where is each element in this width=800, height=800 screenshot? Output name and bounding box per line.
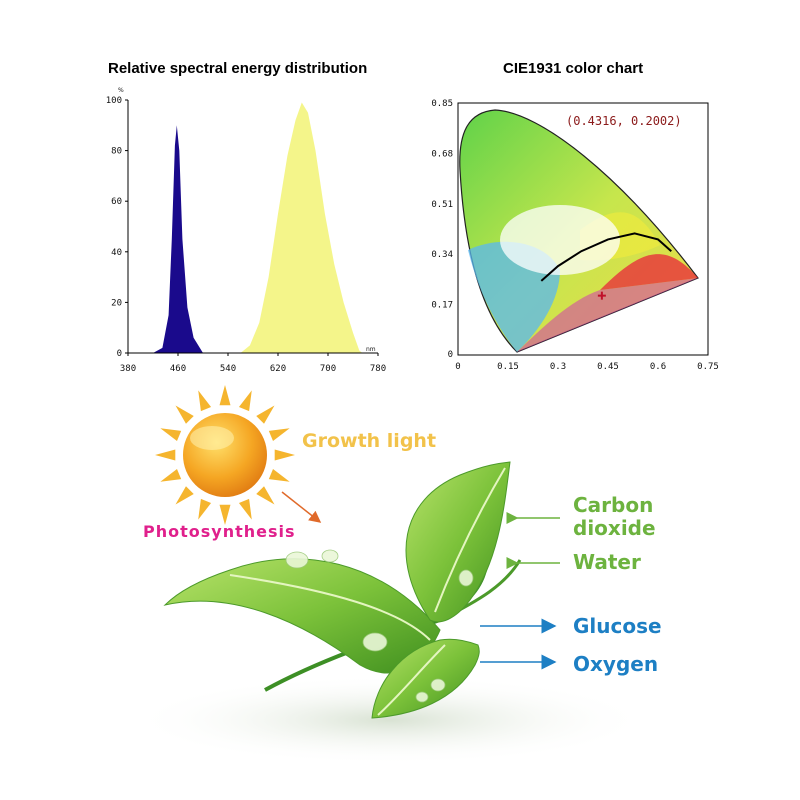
y-tick-label: 40 bbox=[111, 248, 122, 258]
cie-red-region bbox=[600, 254, 698, 290]
cie-point-label: (0.4316, 0.2002) bbox=[566, 114, 682, 128]
y-tick-label: 100 bbox=[106, 96, 122, 106]
x-tick-label: 700 bbox=[320, 364, 336, 374]
spectral-chart-title: Relative spectral energy distribution bbox=[108, 60, 368, 77]
y-unit-label: % bbox=[118, 87, 124, 94]
x-tick-label: 540 bbox=[220, 364, 236, 374]
sun-ray bbox=[219, 385, 231, 406]
sun-ray bbox=[160, 428, 182, 442]
glucose-label: Glucose bbox=[573, 614, 662, 638]
light-arrow bbox=[281, 491, 322, 523]
sun-ray bbox=[198, 390, 212, 412]
sun-ray bbox=[219, 504, 231, 525]
cie-color-point bbox=[597, 291, 606, 300]
y-tick-label: 80 bbox=[111, 147, 122, 157]
cie-x-tick-label: 0.3 bbox=[550, 362, 566, 372]
y-tick-label: 0 bbox=[117, 349, 122, 359]
sun-ray bbox=[268, 468, 290, 482]
spectral-chart: 380 460 540 620 700 780 0 20 40 60 80 100% nm bbox=[106, 87, 386, 374]
cie-y-tick-label: 0.85 bbox=[431, 99, 453, 109]
sun-ray bbox=[175, 405, 194, 424]
x-tick-label: 780 bbox=[370, 364, 386, 374]
photosynthesis-diagram: Growth light Photosynthesis Carbon dioxi… bbox=[130, 385, 662, 765]
cie-x-tick-label: 0.15 bbox=[497, 362, 519, 372]
sun-ray bbox=[238, 390, 252, 412]
lower-leaf bbox=[371, 638, 480, 719]
x-tick-label: 460 bbox=[170, 364, 186, 374]
sun-ray bbox=[155, 449, 176, 461]
cie-x-tick-label: 0 bbox=[455, 362, 460, 372]
large-leaf bbox=[163, 558, 441, 674]
upper-leaf bbox=[405, 461, 511, 623]
carbon-label: Carbon bbox=[573, 493, 653, 517]
cie-y-tick-label: 0 bbox=[448, 350, 453, 360]
photosynthesis-label: Photosynthesis bbox=[143, 522, 296, 541]
cie-x-tick-label: 0.75 bbox=[697, 362, 719, 372]
water-label: Water bbox=[573, 550, 641, 574]
sun-ray bbox=[238, 498, 252, 520]
cie-white-region bbox=[500, 205, 620, 275]
cie-x-tick-label: 0.6 bbox=[650, 362, 666, 372]
blue-peak-area bbox=[153, 125, 203, 353]
sun-ray bbox=[160, 468, 182, 482]
sun-icon bbox=[155, 385, 295, 525]
leaf-vein bbox=[229, 574, 431, 641]
cie-purple-region bbox=[517, 278, 698, 352]
sun-ray bbox=[256, 486, 275, 505]
cie-y-tick-label: 0.51 bbox=[431, 200, 453, 210]
water-droplets bbox=[285, 549, 474, 703]
sun-ray bbox=[274, 449, 295, 461]
growth-light-label: Growth light bbox=[302, 430, 436, 452]
sun-ray bbox=[268, 428, 290, 442]
y-tick-label: 20 bbox=[111, 298, 122, 308]
cie-y-tick-label: 0.17 bbox=[431, 301, 453, 311]
sun-ray bbox=[175, 486, 194, 505]
red-peak-area bbox=[240, 102, 363, 353]
cie-y-tick-label: 0.68 bbox=[431, 149, 453, 159]
x-unit-label: nm bbox=[366, 346, 376, 353]
cie-x-tick-label: 0.45 bbox=[597, 362, 619, 372]
planckian-locus-curve bbox=[540, 232, 672, 282]
sun-ray bbox=[198, 498, 212, 520]
sun-ray bbox=[256, 405, 275, 424]
x-tick-label: 380 bbox=[120, 364, 136, 374]
cie-chart-title: CIE1931 color chart bbox=[503, 60, 644, 77]
x-tick-label: 620 bbox=[270, 364, 286, 374]
leaf-vein bbox=[377, 644, 446, 716]
dioxide-label: dioxide bbox=[573, 516, 656, 540]
oxygen-label: Oxygen bbox=[573, 652, 658, 676]
leaf-vein bbox=[434, 467, 506, 613]
y-tick-label: 60 bbox=[111, 197, 122, 207]
ground-shadow bbox=[130, 675, 650, 765]
cie-y-tick-label: 0.34 bbox=[431, 250, 453, 260]
cie-chart: (0.4316, 0.2002) 0 0.15 0.3 0.45 0.6 0.75 0.17… bbox=[431, 99, 719, 372]
